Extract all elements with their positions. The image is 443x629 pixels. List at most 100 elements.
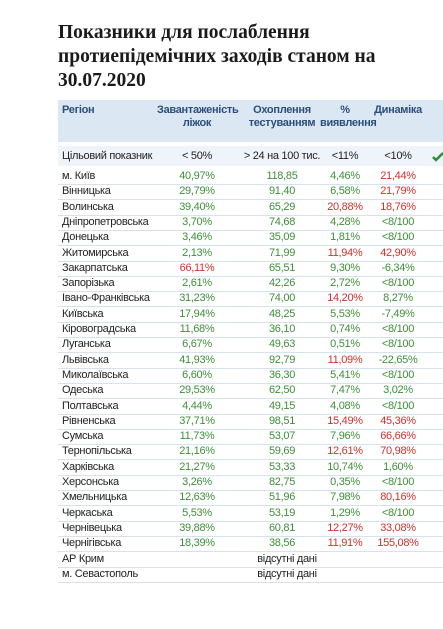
region-name: Вінницька: [62, 185, 111, 198]
value-cell: 49,63: [268, 338, 296, 351]
value-cell: 6,67%: [182, 338, 212, 351]
value-cell: 74,00: [268, 292, 296, 305]
region-name: Чернігівська: [62, 537, 122, 550]
value-cell: 45,36%: [380, 414, 416, 427]
value-cell: 11,09%: [327, 353, 363, 366]
title-line: Показники для послаблення: [58, 22, 310, 43]
region-name: м. Севастополь: [62, 567, 138, 580]
value-cell: 29,79%: [179, 185, 215, 198]
value-cell: -22,65%: [378, 353, 418, 366]
value-cell: <8/100: [381, 323, 415, 335]
row-line: [58, 413, 443, 415]
value-cell: 36,30: [268, 368, 296, 381]
value-cell: 2,72%: [330, 277, 360, 290]
row-line: [58, 199, 443, 201]
row-line: [58, 474, 443, 476]
value-cell: 3,70%: [182, 215, 212, 228]
region-name: Сумська: [62, 430, 104, 443]
value-cell: 5,53%: [182, 506, 212, 519]
region-name: Тернопільська: [62, 445, 132, 458]
value-cell: 6,60%: [182, 368, 212, 381]
title-line: 30.07.2020: [58, 70, 146, 91]
region-name: м. Київ: [62, 170, 96, 182]
value-cell: 66,11%: [179, 261, 215, 274]
region-name: Дніпропетровська: [62, 215, 149, 228]
value-cell: 0,51%: [330, 338, 360, 351]
value-cell: 11,73%: [179, 430, 215, 443]
value-cell: 1,60%: [383, 460, 413, 473]
column-header: Охоплення тестуванням: [248, 104, 316, 129]
region-name: Рівненська: [62, 414, 116, 427]
value-cell: 1,81%: [330, 231, 360, 244]
value-cell: 21,27%: [179, 460, 215, 473]
row-line: [58, 535, 443, 537]
row-line: [58, 260, 443, 262]
row-line: [58, 306, 443, 308]
row-line: [58, 321, 443, 323]
value-cell: 18,39%: [179, 537, 215, 550]
row-line: [58, 459, 443, 461]
region-name: Луганська: [62, 338, 111, 351]
value-cell: <8/100: [381, 399, 415, 412]
row-line: [58, 490, 443, 491]
value-cell: 15,49%: [327, 414, 363, 427]
title-line: протиепідемічних заходів станом на: [58, 46, 376, 67]
value-cell: 3,02%: [383, 384, 413, 397]
value-cell: 3,46%: [182, 231, 212, 244]
value-cell: 11,68%: [179, 323, 215, 335]
row-line: [58, 520, 443, 522]
value-cell: 98,51: [268, 414, 296, 427]
value-cell: <8/100: [381, 368, 415, 381]
value-cell: 21,44%: [380, 170, 416, 182]
value-cell: 66,66%: [380, 430, 416, 443]
value-cell: 7,96%: [330, 430, 360, 443]
value-cell: 4,08%: [330, 399, 360, 412]
target-cell: <10%: [384, 150, 412, 162]
region-name: Хмельницька: [62, 491, 127, 504]
target-cell: <11%: [331, 150, 359, 162]
value-cell: 41,93%: [179, 353, 215, 366]
row-line: [58, 581, 443, 583]
row-line: [58, 566, 443, 568]
region-name: Миколаївська: [62, 368, 129, 381]
no-data: відсутні дані: [257, 567, 317, 580]
value-cell: -6,34%: [381, 261, 415, 274]
value-cell: 21,16%: [179, 445, 215, 458]
value-cell: 80,16%: [380, 491, 416, 504]
region-name: Закарпатська: [62, 261, 128, 274]
value-cell: 59,69: [268, 445, 296, 458]
column-header: % виявлення: [320, 104, 377, 129]
value-cell: 70,98%: [380, 445, 416, 458]
row-line: [58, 382, 443, 384]
value-cell: 10,74%: [327, 460, 363, 473]
value-cell: 42,26: [268, 277, 296, 290]
row-line: [58, 275, 443, 277]
value-cell: 40,97%: [179, 170, 215, 182]
value-cell: 65,51: [268, 261, 296, 274]
value-cell: 31,23%: [179, 292, 215, 305]
column-header: Завантаженість ліжок: [157, 104, 239, 129]
value-cell: 12,27%: [327, 521, 363, 534]
region-name: Івано-Франківська: [62, 292, 150, 305]
value-cell: 17,94%: [179, 307, 215, 320]
value-cell: 71,99: [268, 246, 296, 259]
value-cell: -7,49%: [381, 307, 415, 320]
value-cell: 53,33: [268, 460, 296, 473]
value-cell: 4,28%: [330, 215, 360, 228]
value-cell: 91,40: [268, 185, 296, 198]
value-cell: 14,20%: [327, 292, 363, 305]
target-cell: > 24 на 100 тис.: [243, 150, 321, 162]
value-cell: 7,47%: [330, 384, 360, 397]
value-cell: 39,88%: [179, 521, 215, 534]
column-header: Регіон: [62, 104, 95, 116]
value-cell: 11,91%: [327, 537, 363, 550]
value-cell: 3,26%: [182, 476, 212, 488]
value-cell: 9,30%: [330, 261, 360, 274]
value-cell: <8/100: [381, 476, 415, 488]
row-line: [58, 398, 443, 400]
no-data: відсутні дані: [257, 552, 317, 565]
value-cell: 4,44%: [182, 399, 212, 412]
value-cell: 18,76%: [380, 200, 416, 213]
value-cell: 4,46%: [330, 170, 360, 182]
